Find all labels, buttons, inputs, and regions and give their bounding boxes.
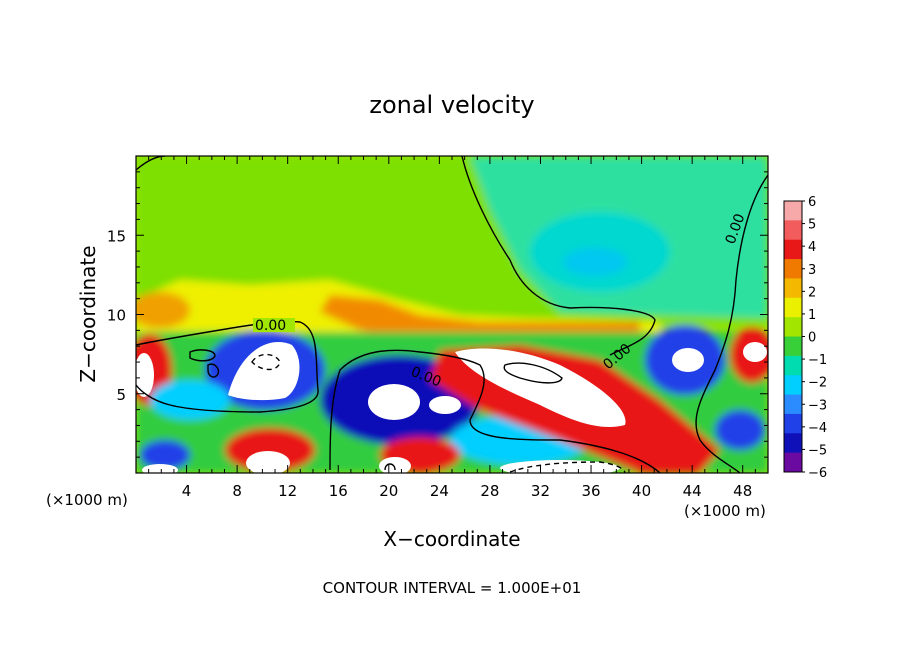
x-axis-label: X−coordinate [383,527,520,551]
colorbar-label: 2 [808,285,816,300]
x-tick-label: 40 [632,482,651,500]
plot-area: 0.00 0.00 0.00 0.00 [136,156,768,473]
colorbar-swatch [784,336,802,357]
core-bottom-c [500,460,620,473]
x-tick-label: 20 [379,482,398,500]
colorbar-swatch [784,239,802,260]
field-blue-lower-left [140,440,190,470]
x-axis: 4 8 12 16 20 24 28 32 36 40 44 48 [148,156,756,500]
x-tick-label: 32 [531,482,550,500]
x-tick-label: 24 [430,482,449,500]
contour-zero-small-b [207,363,220,378]
colorbar-swatch [784,355,802,376]
x-unit-left: (×1000 m) [46,491,128,509]
colorbar-label: −4 [808,421,827,436]
colorbar-label: 6 [808,195,816,210]
core-center-small-2 [429,396,461,414]
core-center-small [368,384,420,420]
core-bottom-b [379,457,411,473]
colorbar-label: −6 [808,466,827,481]
velocity-field [136,156,768,473]
core-center-long [455,348,626,428]
x-tick-label: 36 [581,482,600,500]
saturated-cores [136,342,767,473]
field-blue-lower-right [715,410,765,450]
y-axis-label: Z−coordinate [76,245,100,382]
colorbar-label: 5 [808,218,816,233]
core-bottom-d [142,464,178,473]
colorbar-label: −3 [808,398,827,413]
contour-neg-small [384,463,396,471]
colorbar: 6 5 4 3 2 1 0 −1 −2 −3 −4 −5 −6 [783,195,827,481]
field-blue-ring-b [150,380,230,420]
x-tick-label: 48 [733,482,752,500]
contour-zero-right [695,174,768,473]
contour-zero-small-a [189,349,216,362]
core-bottom-a [246,451,290,473]
field-cyan-core-inner [563,248,627,276]
contour-lines [136,156,768,473]
contour-dashed-left [251,353,281,371]
core-left [228,342,300,401]
x-tick-label: 28 [480,482,499,500]
x-tick-label: 44 [683,482,702,500]
x-tick-label: 4 [182,482,192,500]
y-tick-label: 15 [107,227,126,245]
field-orange-left [136,292,190,328]
colorbar-swatch [784,317,802,337]
contour-dashed-bottom [509,461,626,473]
x-tick-label: 8 [232,482,242,500]
colorbar-swatch [784,201,802,221]
chart-title: zonal velocity [369,91,534,119]
contour-interval-note: CONTOUR INTERVAL = 1.000E+01 [323,579,582,597]
contour-positive-center [503,362,563,384]
y-tick-label: 5 [116,386,126,404]
colorbar-swatch [784,375,802,396]
colorbar-label: −2 [808,376,827,391]
colorbar-label: 3 [808,263,816,278]
core-left-edge [136,353,154,397]
x-unit-right: (×1000 m) [684,502,766,520]
contour-label: 0.00 [255,318,286,334]
colorbar-label: 0 [808,331,816,346]
y-tick-label: 10 [107,307,126,325]
contour-label-bg [253,318,295,332]
core-right [672,348,704,372]
colorbar-label: −1 [808,353,827,368]
colorbar-swatch [784,220,802,241]
colorbar-label: 4 [808,240,816,255]
colorbar-label: 1 [808,308,816,323]
x-tick-label: 12 [278,482,297,500]
colorbar-swatch [784,452,802,473]
colorbar-swatch [784,413,802,434]
x-tick-label: 16 [329,482,348,500]
colorbar-swatch [784,433,802,454]
contour-zero-mid [329,349,661,473]
core-far-right [743,342,767,362]
colorbar-swatch [784,259,802,279]
colorbar-label: −5 [808,443,827,458]
colorbar-swatch [784,278,802,299]
colorbar-swatch [784,394,802,415]
colorbar-swatch [784,297,802,318]
contour-zero-left [136,320,319,413]
y-axis: 5 10 15 [107,171,768,458]
